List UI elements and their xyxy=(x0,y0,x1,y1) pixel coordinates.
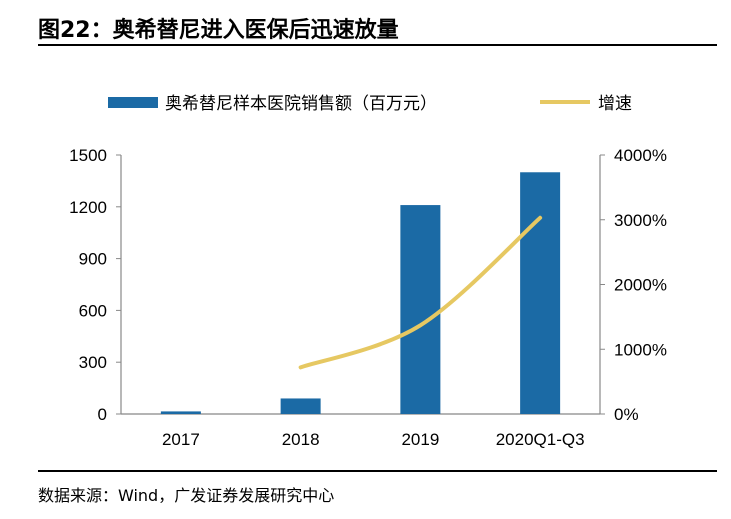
left-tick-label: 0 xyxy=(98,405,107,424)
left-tick-label: 1200 xyxy=(69,198,107,217)
source-note: 数据来源：Wind，广发证券发展研究中心 xyxy=(38,486,335,505)
left-tick-label: 300 xyxy=(79,353,107,372)
source-rule xyxy=(38,470,717,472)
right-tick-label: 0% xyxy=(614,405,639,424)
bar-2019 xyxy=(400,205,441,414)
figure-title: 图22：奥希替尼进入医保后迅速放量 xyxy=(38,18,399,43)
bar-2018 xyxy=(280,398,321,414)
legend-line-label: 增速 xyxy=(598,94,632,113)
x-tick-label: 2017 xyxy=(162,430,200,449)
x-tick-label: 2018 xyxy=(282,430,320,449)
right-tick-label: 3000% xyxy=(614,211,667,230)
left-tick-label: 600 xyxy=(79,301,107,320)
left-tick-label: 900 xyxy=(79,250,107,269)
title-rule xyxy=(38,44,717,46)
legend-bar-label: 奥希替尼样本医院销售额（百万元） xyxy=(165,94,437,113)
right-tick-label: 2000% xyxy=(614,276,667,295)
legend-bar-swatch xyxy=(108,97,158,108)
bar-2020Q1-Q3 xyxy=(520,172,561,414)
bar-2017 xyxy=(160,411,201,414)
left-tick-label: 1500 xyxy=(69,146,107,165)
right-tick-label: 1000% xyxy=(614,340,667,359)
x-tick-label: 2019 xyxy=(401,430,439,449)
x-tick-label: 2020Q1-Q3 xyxy=(496,430,585,449)
right-tick-label: 4000% xyxy=(614,146,667,165)
